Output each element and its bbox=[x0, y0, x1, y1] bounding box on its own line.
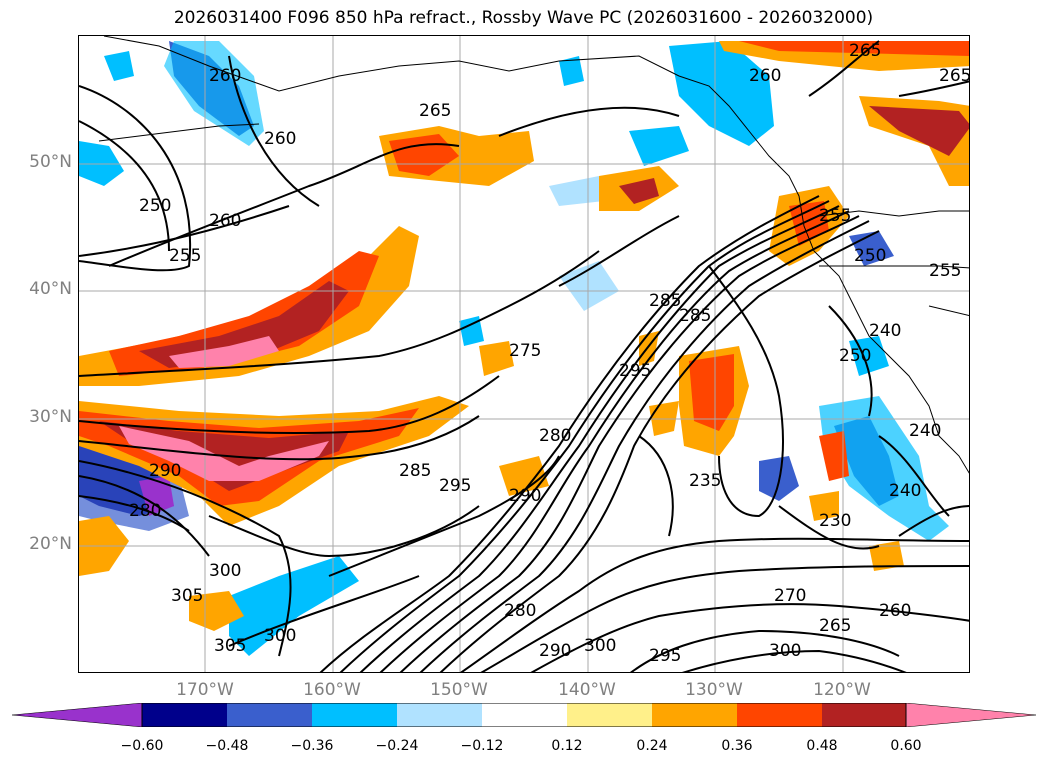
lon-label-130w: 130°W bbox=[685, 680, 743, 700]
contour-label: 280 bbox=[129, 501, 161, 521]
colorbar-tick: −0.36 bbox=[290, 738, 334, 754]
contour-label: 260 bbox=[209, 211, 241, 231]
lon-label-140w: 140°W bbox=[558, 680, 616, 700]
contour-label: 260 bbox=[264, 129, 296, 149]
colorbar-tick: 0.60 bbox=[890, 738, 922, 754]
colorbar-segment bbox=[142, 703, 227, 727]
colorbar-segment bbox=[737, 703, 822, 727]
contour-label: 240 bbox=[869, 321, 901, 341]
colorbar-tick: 0.12 bbox=[551, 738, 583, 754]
contour-label: 305 bbox=[214, 636, 246, 656]
lat-label-30n: 30°N bbox=[29, 407, 72, 427]
contour-label: 265 bbox=[819, 616, 851, 636]
lat-label-40n: 40°N bbox=[29, 279, 72, 299]
contour-label: 305 bbox=[171, 586, 203, 606]
contour-label: 285 bbox=[679, 306, 711, 326]
contour-label: 260 bbox=[209, 66, 241, 86]
contour-label: 235 bbox=[689, 471, 721, 491]
colorbar-segment bbox=[482, 703, 567, 727]
contour-label: 295 bbox=[439, 476, 471, 496]
contour-label: 260 bbox=[879, 601, 911, 621]
contour-label: 300 bbox=[584, 636, 616, 656]
contour-label: 280 bbox=[504, 601, 536, 621]
colorbar-segment bbox=[822, 703, 906, 727]
lat-label-50n: 50°N bbox=[29, 152, 72, 172]
contour-label: 285 bbox=[399, 461, 431, 481]
contour-label: 240 bbox=[889, 481, 921, 501]
colorbar-tick: −0.12 bbox=[460, 738, 504, 754]
colorbar-segment bbox=[652, 703, 737, 727]
contour-label: 275 bbox=[509, 341, 541, 361]
colorbar-segment bbox=[227, 703, 312, 727]
contour-label: 265 bbox=[419, 101, 451, 121]
contour-label: 240 bbox=[909, 421, 941, 441]
colorbar-tick: −0.60 bbox=[120, 738, 164, 754]
lon-label-170w: 170°W bbox=[176, 680, 234, 700]
map-panel: 260 265 260 250 260 255 265 265 260 255 … bbox=[78, 35, 970, 673]
gridlines bbox=[79, 36, 969, 672]
map-title: 2026031400 F096 850 hPa refract., Rossby… bbox=[173, 8, 874, 28]
lon-label-120w: 120°W bbox=[813, 680, 871, 700]
colorbar-tick: 0.36 bbox=[721, 738, 753, 754]
map-canvas: 260 265 260 250 260 255 265 265 260 255 … bbox=[79, 36, 970, 672]
contour-labels: 260 265 260 250 260 255 265 265 260 255 … bbox=[129, 41, 970, 666]
contour-label: 255 bbox=[929, 261, 961, 281]
refractivity-contours bbox=[79, 40, 969, 672]
lat-label-20n: 20°N bbox=[29, 534, 72, 554]
colorbar-tick: −0.48 bbox=[205, 738, 249, 754]
contour-label: 285 bbox=[649, 291, 681, 311]
contour-label: 255 bbox=[169, 246, 201, 266]
contour-label: 270 bbox=[774, 586, 806, 606]
contour-label: 260 bbox=[749, 66, 781, 86]
colorbar-segment bbox=[312, 703, 397, 727]
contour-label: 290 bbox=[509, 486, 541, 506]
contour-label: 265 bbox=[939, 66, 970, 86]
lon-label-150w: 150°W bbox=[430, 680, 488, 700]
contour-label: 265 bbox=[849, 41, 881, 61]
colorbar-tick: −0.24 bbox=[375, 738, 419, 754]
contour-label: 290 bbox=[149, 461, 181, 481]
contour-label: 250 bbox=[854, 246, 886, 266]
colorbar-segment bbox=[397, 703, 482, 727]
colorbar-segment bbox=[905, 703, 1036, 727]
contour-label: 280 bbox=[539, 426, 571, 446]
contour-label: 230 bbox=[819, 511, 851, 531]
contour-label: 295 bbox=[619, 361, 651, 381]
contour-label: 250 bbox=[139, 196, 171, 216]
lon-label-160w: 160°W bbox=[303, 680, 361, 700]
colorbar-outline bbox=[141, 703, 907, 727]
colorbar-tick: 0.24 bbox=[636, 738, 668, 754]
negative-anomaly-fill bbox=[79, 41, 949, 656]
colorbar-segment bbox=[12, 703, 143, 727]
contour-label: 295 bbox=[649, 646, 681, 666]
colorbar bbox=[12, 703, 1036, 727]
colorbar-segment bbox=[567, 703, 652, 727]
contour-label: 300 bbox=[769, 641, 801, 661]
contour-label: 255 bbox=[819, 206, 851, 226]
contour-label: 300 bbox=[209, 561, 241, 581]
colorbar-tick: 0.48 bbox=[806, 738, 838, 754]
contour-label: 300 bbox=[264, 626, 296, 646]
contour-label: 290 bbox=[539, 641, 571, 661]
contour-label: 250 bbox=[839, 346, 871, 366]
